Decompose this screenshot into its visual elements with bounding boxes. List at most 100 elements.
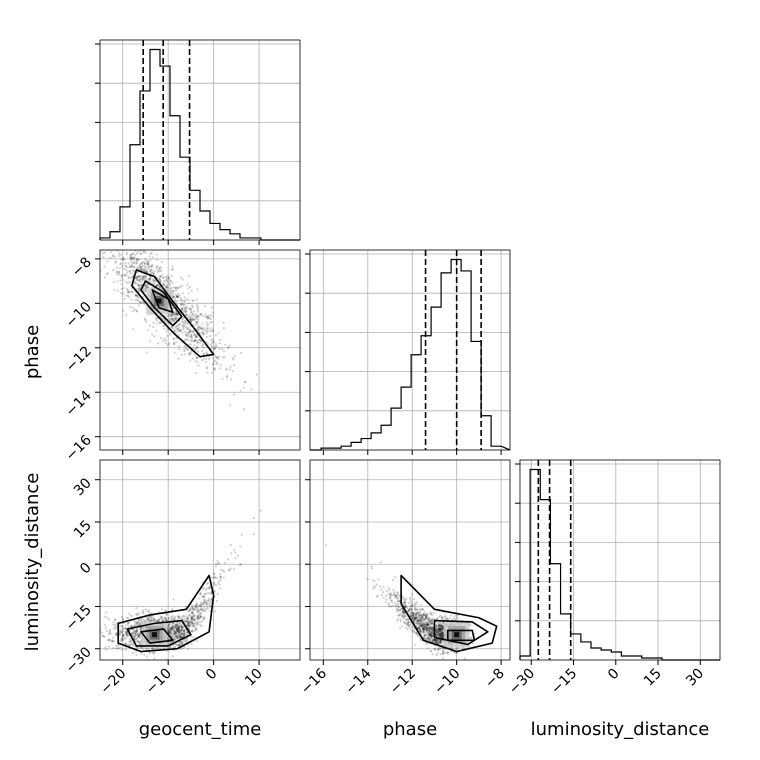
scatter-point	[129, 256, 132, 260]
scatter-point	[101, 218, 103, 220]
scatter-point	[181, 308, 184, 311]
scatter-point	[438, 633, 441, 636]
scatter-point	[430, 632, 434, 635]
scatter-point	[427, 620, 431, 623]
scatter-point	[133, 632, 136, 635]
scatter-point	[137, 250, 140, 253]
scatter-point	[211, 315, 214, 318]
scatter-point	[436, 633, 439, 636]
scatter-point	[437, 632, 440, 635]
scatter-point	[200, 608, 203, 611]
scatter-point	[146, 270, 149, 274]
scatter-point	[441, 626, 445, 629]
scatter-point	[139, 275, 142, 278]
scatter-point	[416, 609, 419, 612]
scatter-point	[428, 626, 431, 630]
scatter-point	[137, 283, 140, 286]
scatter-point	[157, 618, 160, 622]
scatter-point	[199, 623, 202, 627]
scatter-point	[101, 242, 103, 244]
scatter-point	[143, 284, 147, 287]
scatter-point	[136, 647, 139, 650]
scatter-point	[419, 625, 422, 629]
scatter-point	[135, 310, 138, 313]
scatter-point	[189, 314, 192, 317]
scatter-point	[438, 630, 442, 633]
scatter-point	[115, 246, 117, 248]
scatter-point	[159, 275, 162, 278]
scatter-point	[215, 363, 218, 366]
scatter-point	[131, 644, 134, 647]
scatter-point	[420, 617, 423, 621]
scatter-point	[134, 276, 138, 279]
scatter-point	[125, 623, 128, 626]
scatter-point	[177, 628, 180, 631]
scatter-point	[112, 269, 115, 272]
scatter-point	[119, 632, 122, 635]
scatter-point	[415, 616, 418, 619]
scatter-point	[181, 642, 184, 645]
scatter-point	[108, 618, 111, 621]
scatter-point	[181, 632, 184, 635]
scatter-point	[419, 624, 423, 627]
scatter-point	[120, 636, 123, 639]
scatter-point	[412, 614, 415, 617]
scatter-point	[197, 614, 200, 617]
scatter-point	[439, 634, 442, 637]
scatter-point	[422, 627, 425, 630]
scatter-point	[200, 604, 203, 607]
scatter-point	[185, 639, 188, 642]
scatter-point	[168, 623, 172, 626]
scatter-point	[423, 625, 427, 629]
scatter-point	[171, 633, 174, 637]
scatter-point	[439, 632, 442, 635]
scatter-point	[163, 284, 166, 287]
scatter-point	[160, 270, 163, 273]
scatter-point	[125, 253, 128, 256]
scatter-point	[140, 252, 143, 255]
scatter-point	[397, 608, 400, 611]
scatter-point	[115, 246, 117, 248]
scatter-point	[229, 378, 233, 381]
scatter-point	[122, 630, 125, 633]
scatter-point	[210, 306, 213, 309]
scatter-point	[423, 624, 426, 627]
scatter-point	[125, 287, 129, 291]
scatter-point	[255, 373, 259, 376]
scatter-point	[168, 282, 171, 285]
scatter-point	[124, 643, 128, 646]
scatter-point	[187, 624, 190, 627]
scatter-point	[183, 339, 186, 342]
scatter-point	[430, 650, 433, 653]
scatter-point	[200, 332, 203, 335]
scatter-point	[142, 251, 145, 254]
scatter-point	[205, 603, 209, 606]
scatter-point	[171, 297, 175, 300]
scatter-point	[191, 625, 194, 628]
scatter-point	[172, 630, 176, 633]
scatter-point	[111, 255, 115, 258]
scatter-point	[206, 323, 210, 326]
scatter-point	[409, 613, 413, 616]
scatter-point	[431, 619, 434, 622]
scatter-point	[190, 289, 193, 292]
scatter-point	[407, 623, 410, 627]
scatter-point	[407, 618, 410, 621]
scatter-point	[181, 647, 184, 650]
scatter-point	[121, 639, 124, 642]
scatter-point	[167, 617, 170, 620]
scatter-point	[113, 618, 117, 621]
scatter-point	[142, 244, 144, 246]
scatter-point	[438, 626, 442, 629]
scatter-point	[199, 339, 202, 342]
scatter-point	[438, 624, 441, 628]
scatter-point	[431, 635, 434, 638]
scatter-point	[173, 637, 176, 640]
scatter-point	[177, 286, 180, 289]
scatter-point	[434, 639, 437, 642]
scatter-point	[79, 251, 81, 253]
scatter-point	[144, 251, 147, 254]
scatter-point	[203, 606, 206, 610]
scatter-point	[384, 594, 388, 597]
scatter-point	[116, 280, 119, 283]
